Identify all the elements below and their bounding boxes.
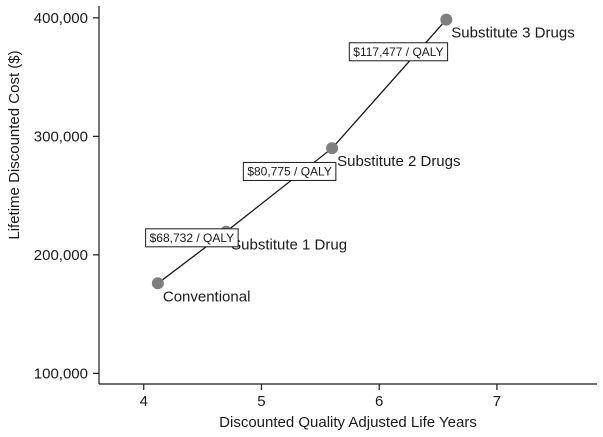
- icer-label: $68,732 / QALY: [150, 231, 235, 245]
- axes: [98, 6, 597, 385]
- icer-annotation: $68,732 / QALY: [145, 228, 239, 248]
- x-tick-label: 5: [257, 393, 265, 410]
- point-label: Substitute 3 Drugs: [451, 25, 574, 42]
- y-tick-label: 200,000: [34, 247, 88, 264]
- point-label: Substitute 1 Drug: [231, 237, 347, 254]
- series: Conventional Substitute 1 Drug Substitute …: [151, 13, 575, 305]
- x-tick-label: 4: [140, 393, 148, 410]
- data-point: [151, 277, 164, 290]
- icer-box: [145, 228, 239, 248]
- icer-annotation: $80,775 / QALY: [242, 161, 337, 181]
- x-tick-label: 7: [493, 393, 501, 410]
- icer-box: [242, 161, 337, 181]
- series-line: [157, 19, 447, 284]
- data-point: [440, 13, 453, 26]
- icer-box: [348, 42, 449, 62]
- point-label: Substitute 2 Drugs: [337, 153, 460, 170]
- x-axis-title: Discounted Quality Adjusted Life Years: [219, 414, 477, 431]
- icer-label: $117,477 / QALY: [353, 45, 443, 59]
- y-tick-label: 400,000: [34, 10, 88, 27]
- data-point: [326, 142, 339, 155]
- icer-label: $80,775 / QALY: [247, 164, 332, 178]
- y-tick-label: 100,000: [34, 365, 88, 382]
- ticks: 4 5 6 7 100,000 200,000 300,000 400,000: [34, 10, 501, 410]
- annotations: $68,732 / QALY $80,775 / QALY $117,477 / Q…: [145, 42, 449, 248]
- icer-annotation: $117,477 / QALY: [348, 42, 449, 62]
- x-tick-label: 6: [375, 393, 383, 410]
- y-tick-label: 300,000: [34, 128, 88, 145]
- y-axis-title: Lifetime Discounted Cost ($): [6, 50, 23, 239]
- point-label: Conventional: [163, 288, 251, 305]
